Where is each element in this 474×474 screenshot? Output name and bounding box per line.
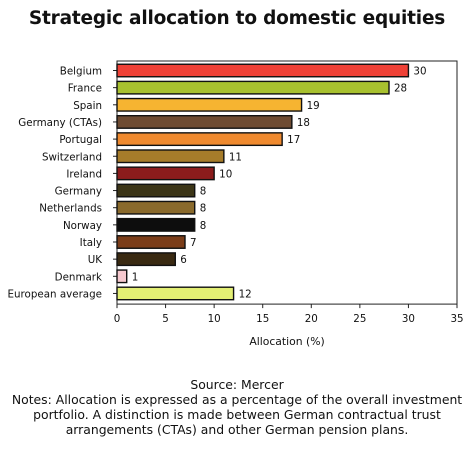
category-label-belgium: Belgium — [60, 66, 102, 78]
category-label-italy: Italy — [80, 237, 102, 249]
value-label-france: 28 — [394, 83, 407, 95]
bar-italy — [116, 235, 186, 249]
x-tick-label-15: 15 — [256, 313, 269, 325]
value-label-ireland: 10 — [219, 168, 232, 180]
value-label-european-average: 12 — [239, 288, 252, 300]
x-tick-label-25: 25 — [353, 313, 366, 325]
bar-uk — [116, 252, 176, 267]
x-axis-label: Allocation (%) — [249, 335, 324, 348]
plot-frame — [116, 60, 458, 305]
category-label-spain: Spain — [73, 100, 102, 112]
category-label-ireland: Ireland — [66, 168, 102, 180]
value-label-germany-ctas: 18 — [297, 117, 310, 129]
bar-european-average — [116, 286, 235, 301]
value-label-denmark: 1 — [132, 271, 139, 283]
value-label-norway: 8 — [200, 220, 207, 232]
bar-belgium — [116, 63, 410, 78]
bar-switzerland — [116, 149, 225, 164]
x-tick-label-35: 35 — [450, 313, 463, 325]
category-label-netherlands: Netherlands — [39, 203, 102, 215]
bar-germany — [116, 183, 196, 198]
notes-text: Notes: Allocation is expressed as a perc… — [11, 392, 463, 437]
bar-ireland — [116, 166, 215, 181]
value-label-belgium: 30 — [413, 66, 426, 78]
x-tick-label-5: 5 — [162, 313, 169, 325]
value-label-switzerland: 11 — [229, 151, 242, 163]
bar-portugal — [116, 132, 283, 147]
value-label-spain: 19 — [307, 100, 320, 112]
category-label-portugal: Portugal — [59, 134, 102, 146]
bar-germany-ctas — [116, 114, 293, 129]
category-label-denmark: Denmark — [55, 271, 102, 283]
x-tick-label-20: 20 — [305, 313, 318, 325]
bar-france — [116, 80, 390, 95]
category-label-germany: Germany — [55, 186, 102, 198]
x-tick-label-30: 30 — [402, 313, 415, 325]
source-note: Source: Mercer — [190, 377, 284, 392]
bar-spain — [116, 97, 303, 112]
value-label-netherlands: 8 — [200, 203, 207, 215]
category-label-switzerland: Switzerland — [42, 151, 102, 163]
category-label-germany-ctas: Germany (CTAs) — [18, 117, 102, 129]
bar-norway — [116, 217, 196, 232]
value-label-uk: 6 — [180, 254, 187, 266]
chart-title: Strategic allocation to domestic equitie… — [28, 8, 446, 29]
value-label-portugal: 17 — [287, 134, 300, 146]
category-label-european-average: European average — [8, 288, 102, 300]
bar-netherlands — [116, 200, 196, 215]
bar-denmark — [116, 269, 128, 284]
value-label-italy: 7 — [190, 237, 197, 249]
category-label-norway: Norway — [63, 220, 102, 232]
category-label-france: France — [68, 83, 102, 95]
category-label-uk: UK — [88, 254, 103, 266]
x-tick-label-0: 0 — [114, 313, 121, 325]
chart-footer: Source: Mercer Notes: Allocation is expr… — [6, 377, 468, 437]
x-tick-label-10: 10 — [208, 313, 221, 325]
value-label-germany: 8 — [200, 186, 207, 198]
